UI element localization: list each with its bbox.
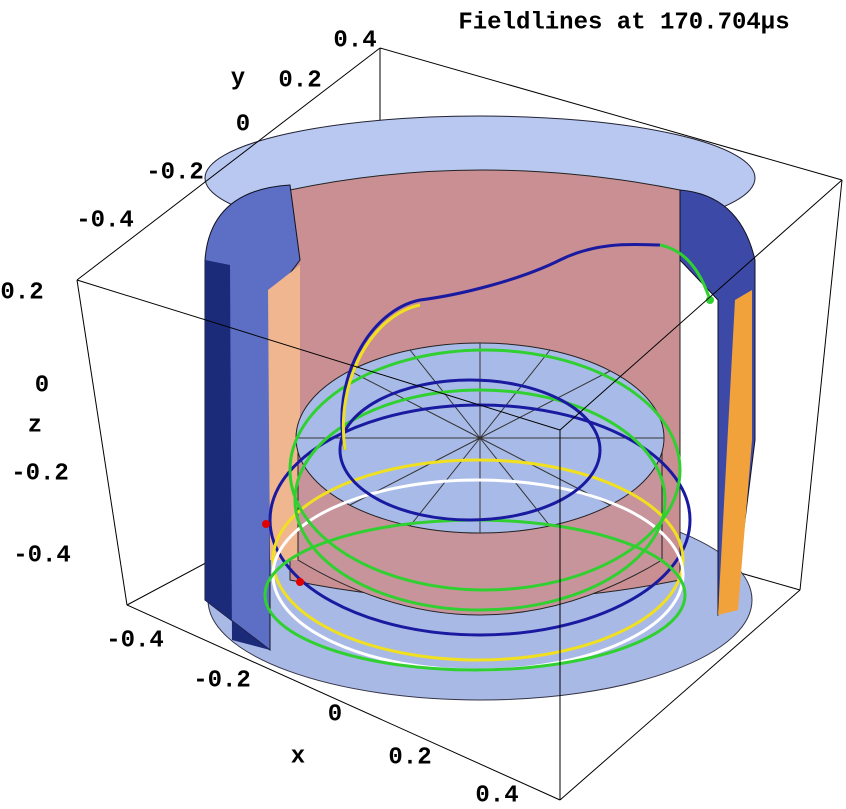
y-tick-label: 0.4	[333, 27, 376, 54]
y-tick-label: 0	[236, 111, 250, 138]
z-tick-label: -0.2	[11, 460, 69, 487]
y-tick-label: -0.4	[76, 207, 134, 234]
z-axis-label: z	[28, 412, 42, 439]
x-tick-label: -0.4	[106, 627, 164, 654]
z-tick-label: -0.4	[13, 542, 71, 569]
x-tick-label: 0.4	[475, 782, 518, 809]
x-tick-label: 0	[328, 701, 342, 728]
title: Fieldlines at 170.704µs	[458, 9, 789, 36]
plot: Fieldlines at 170.704µs x -0.4 -0.2 0 0.2 0.4…	[0, 0, 846, 809]
z-tick-label: 0.2	[0, 279, 43, 306]
x-tick-label: -0.2	[193, 667, 251, 694]
y-tick-label: -0.2	[146, 159, 204, 186]
y-axis-label: y	[231, 65, 245, 92]
x-axis-label: x	[291, 743, 305, 770]
z-tick-label: 0	[35, 372, 49, 399]
y-tick-label: 0.2	[278, 67, 321, 94]
x-tick-label: 0.2	[388, 744, 431, 771]
